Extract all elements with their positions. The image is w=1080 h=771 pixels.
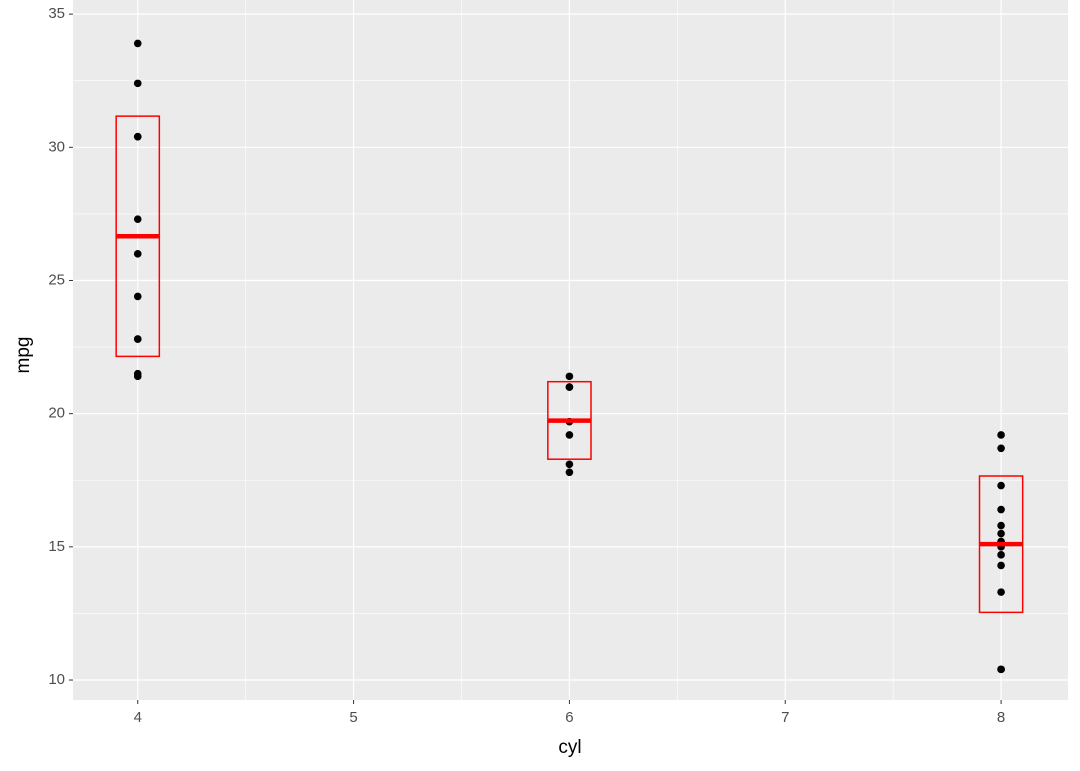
y-tick-label: 10 — [48, 671, 65, 688]
y-tick-label: 15 — [48, 538, 65, 555]
point — [997, 505, 1005, 514]
y-tick-label: 20 — [48, 405, 65, 422]
x-tick-label: 6 — [565, 709, 573, 726]
point — [133, 215, 142, 224]
x-tick-label: 7 — [781, 709, 789, 726]
point — [997, 665, 1005, 674]
x-tick-label: 4 — [134, 709, 142, 726]
point — [133, 372, 142, 381]
point — [565, 431, 574, 439]
point — [133, 132, 142, 141]
point — [997, 481, 1005, 490]
y-tick-label: 30 — [48, 138, 65, 155]
point — [565, 468, 574, 477]
point — [565, 372, 574, 381]
point — [133, 39, 142, 48]
point — [997, 551, 1005, 559]
point — [997, 431, 1005, 439]
point — [997, 561, 1005, 570]
point — [565, 383, 574, 391]
x-tick-label: 5 — [349, 709, 357, 726]
x-axis-title: cyl — [558, 737, 581, 758]
y-tick-label: 25 — [48, 271, 65, 288]
point — [997, 529, 1005, 538]
point — [565, 460, 574, 469]
point — [997, 521, 1005, 530]
point — [133, 335, 142, 343]
y-tick-label: 35 — [48, 5, 65, 22]
point — [133, 250, 142, 258]
panel — [73, 0, 1068, 700]
x-tick-label: 8 — [997, 709, 1005, 726]
y-axis-title: mpg — [13, 337, 34, 374]
point — [133, 79, 142, 88]
point — [133, 292, 142, 301]
point — [997, 588, 1005, 596]
point — [997, 444, 1005, 453]
